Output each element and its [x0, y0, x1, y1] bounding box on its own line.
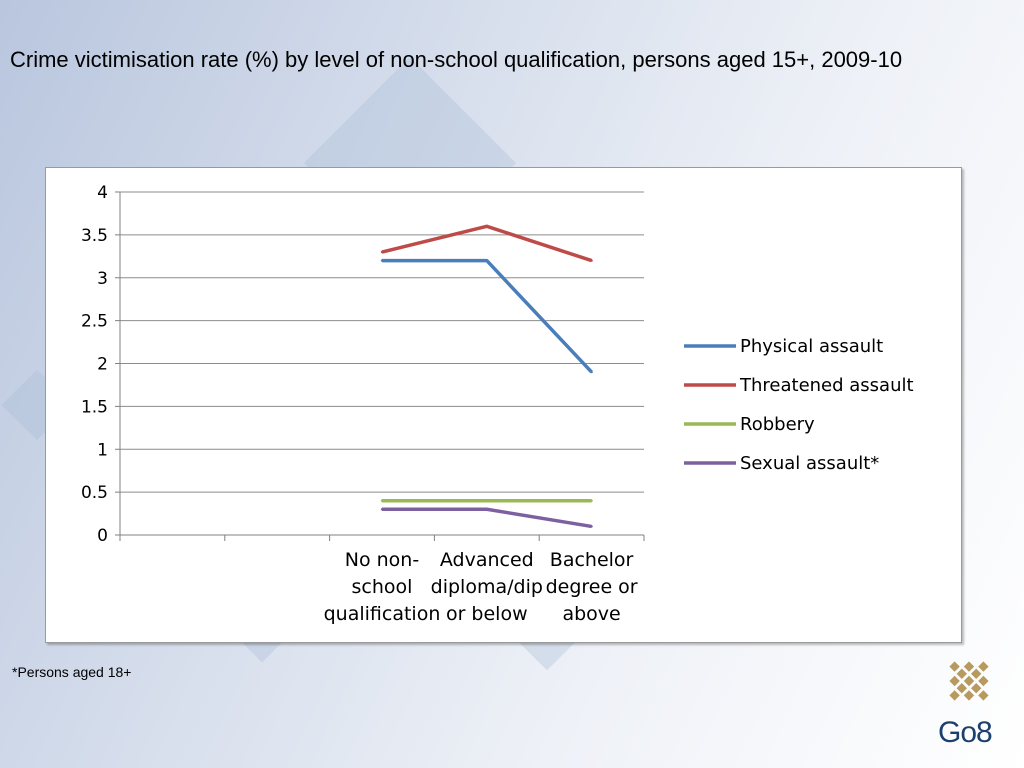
x-category-label: No non- [345, 549, 419, 571]
logo-diamond [949, 675, 960, 687]
legend-label: Threatened assault [739, 375, 914, 396]
go8-logo-text: Go8 [938, 716, 993, 749]
data-point [590, 525, 593, 528]
series-lines [380, 224, 593, 529]
logo-diamond [978, 690, 989, 701]
x-category-label: school [352, 576, 413, 598]
legend-label: Physical assault [740, 336, 883, 357]
data-point [380, 499, 384, 502]
logo-diamond [956, 668, 967, 679]
slide-title: Crime victimisation rate (%) by level of… [10, 47, 903, 72]
logo-diamond [971, 668, 982, 679]
x-category-label: qualification [324, 603, 441, 625]
gridlines [120, 191, 644, 536]
series-line [381, 224, 593, 263]
x-category-label: Bachelor [550, 549, 634, 571]
y-tick-label: 1.5 [81, 397, 108, 417]
logo-diamond [971, 683, 982, 694]
data-point [485, 259, 488, 262]
footnote: *Persons aged 18+ [12, 664, 132, 680]
data-point [590, 259, 593, 262]
go8-logo-icon [949, 661, 989, 701]
data-point [380, 508, 384, 511]
logo-diamond [978, 661, 989, 672]
x-category-label: Advanced [440, 549, 534, 571]
chart-svg: 0 0.5 1 1.5 2 2.5 3 3.5 4 No non-school qualificat… [81, 183, 914, 625]
data-point [380, 250, 384, 254]
logo-diamond [963, 690, 975, 701]
logo-diamond [963, 675, 975, 687]
data-point [590, 370, 593, 374]
data-point [485, 499, 488, 502]
y-tick-label: 3 [97, 269, 108, 289]
logo-diamond [978, 675, 989, 687]
logo-diamond [956, 683, 967, 694]
x-category-label: degree or [546, 576, 638, 598]
logo-diamond [949, 661, 960, 672]
logo-diamond [963, 661, 975, 672]
y-tick-label: 1 [97, 440, 108, 460]
legend-label: Sexual assault* [740, 453, 879, 474]
axes: 0 0.5 1 1.5 2 2.5 3 3.5 4 No non-school qualificat… [81, 183, 645, 625]
y-tick-label: 4 [97, 183, 108, 203]
line-chart: 0 0.5 1 1.5 2 2.5 3 3.5 4 No non-school qualificat… [45, 167, 962, 643]
y-tick-label: 2.5 [81, 312, 108, 332]
data-point [380, 259, 384, 262]
x-category-label: diploma/dip [431, 576, 543, 598]
y-tick-label: 0 [97, 526, 108, 546]
y-tick-label: 2 [97, 355, 108, 375]
legend: Physical assault Threatened assault Robber… [684, 336, 914, 474]
data-point [485, 225, 488, 228]
data-point [485, 508, 488, 511]
x-category-label: or below [446, 603, 528, 625]
y-tick-label: 0.5 [81, 483, 108, 503]
logo-diamond [949, 690, 960, 701]
y-tick-label: 3.5 [81, 226, 108, 246]
series-line [382, 507, 592, 529]
data-point [590, 499, 593, 502]
legend-label: Robbery [740, 414, 815, 435]
x-category-label: above [562, 603, 620, 625]
